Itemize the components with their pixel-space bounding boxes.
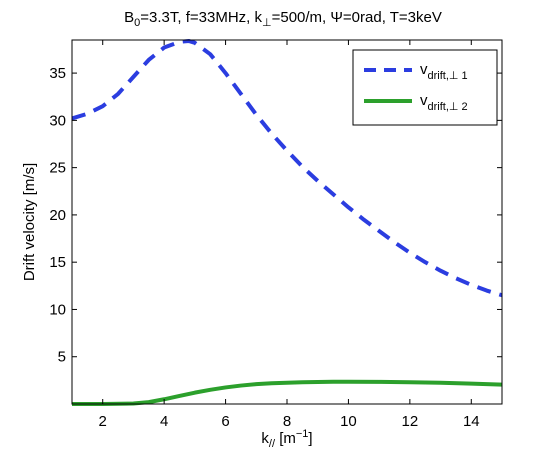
legend-label-series-2: vdrift,⊥ 2 — [420, 92, 468, 113]
y-tick-label: 35 — [49, 65, 66, 82]
y-tick-label: 25 — [49, 160, 66, 177]
legend-label-series-1-main: v — [420, 61, 428, 78]
x-axis-label: k// [m−1] — [261, 428, 312, 450]
series-layer — [71, 38, 503, 406]
y-tick-label: 30 — [49, 112, 66, 129]
x-tick-label: 6 — [221, 413, 229, 430]
y-tick-label: 10 — [49, 301, 66, 318]
x-axis-label-subscript: // — [269, 438, 276, 450]
y-tick-label: 15 — [49, 254, 66, 271]
x-axis-label-unit-superscript: −1 — [296, 428, 309, 440]
title-b: B — [124, 9, 134, 26]
x-tick-label: 14 — [463, 413, 480, 430]
x-tick-label: 2 — [99, 413, 107, 430]
chart-title: B0=3.3T, f=33MHz, k⊥=500/m, Ψ=0rad, T=3k… — [124, 9, 442, 29]
title-after-k: =500/m, Ψ=0rad, T=3keV — [272, 9, 442, 26]
ticks-layer: 2 4 6 8 10 12 14 5 10 15 20 25 30 35 — [49, 40, 502, 430]
x-tick-label: 10 — [340, 413, 357, 430]
x-axis-label-unit: [m — [275, 430, 296, 447]
y-tick-label: 5 — [58, 349, 66, 366]
title-b-subscript: 0 — [134, 17, 140, 29]
title-after-b: =3.3T, f=33MHz, k — [140, 9, 262, 26]
x-axis-label-unit-close: ] — [308, 430, 312, 447]
y-tick-label: 20 — [49, 207, 66, 224]
x-tick-label: 4 — [160, 413, 168, 430]
x-tick-label: 12 — [402, 413, 419, 430]
legend-label-series-2-subscript: drift,⊥ 2 — [428, 101, 468, 113]
legend-label-series-1: vdrift,⊥ 1 — [420, 61, 468, 82]
legend: vdrift,⊥ 1 vdrift,⊥ 2 — [352, 49, 498, 126]
y-axis-label: Drift velocity [m/s] — [21, 163, 38, 281]
legend-box — [352, 49, 498, 126]
x-axis-label-main: k — [261, 430, 269, 447]
series-line-1 — [71, 38, 503, 298]
legend-label-series-1-subscript: drift,⊥ 1 — [428, 70, 468, 82]
x-tick-label: 8 — [283, 413, 291, 430]
legend-label-series-2-main: v — [420, 92, 428, 109]
series-line-2 — [72, 379, 503, 406]
title-k-subscript: ⊥ — [262, 17, 272, 29]
